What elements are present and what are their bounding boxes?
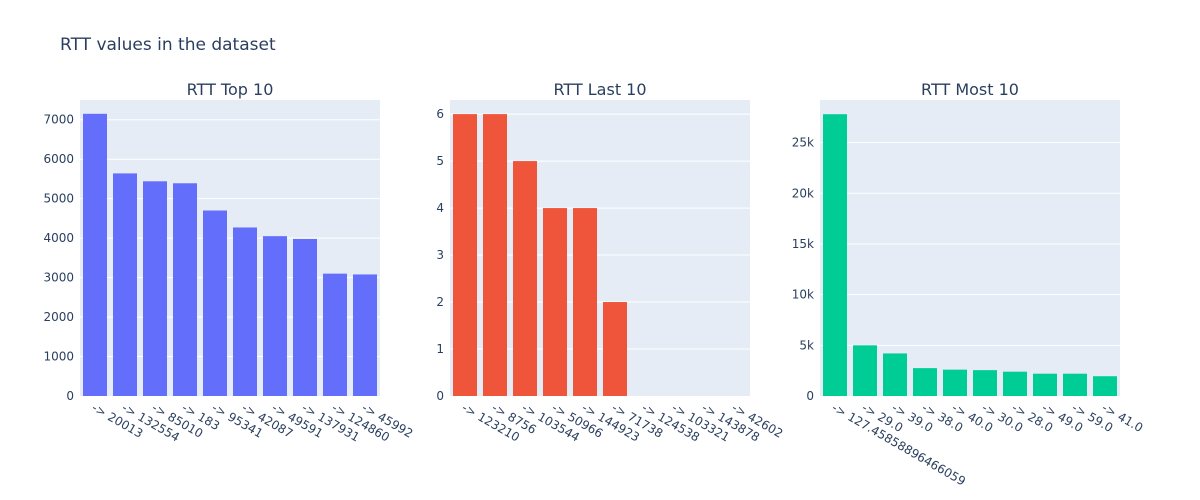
subplot-title: RTT Last 10 — [553, 80, 646, 99]
bar — [1003, 371, 1027, 396]
bar — [323, 273, 347, 396]
y-tick-label: 6000 — [43, 152, 74, 166]
y-tick-label: 4000 — [43, 231, 74, 245]
bar — [543, 208, 567, 396]
y-tick-label: 5000 — [43, 192, 74, 206]
y-tick-label: 25k — [792, 136, 814, 150]
y-tick-label: 6 — [436, 107, 444, 121]
bar — [513, 161, 537, 396]
bar — [113, 173, 137, 396]
bar — [913, 368, 937, 396]
bar — [853, 345, 877, 396]
bar — [143, 181, 167, 396]
bar — [453, 114, 477, 396]
bar — [233, 227, 257, 396]
bar — [943, 369, 967, 396]
figure-title: RTT values in the dataset — [60, 35, 276, 55]
y-tick-label: 2 — [436, 295, 444, 309]
y-tick-label: 5 — [436, 154, 444, 168]
bar — [1093, 376, 1117, 396]
bar — [883, 353, 907, 396]
bar — [573, 208, 597, 396]
y-tick-label: 2000 — [43, 310, 74, 324]
bar — [1063, 373, 1087, 396]
bar — [293, 238, 317, 396]
y-tick-label: 15k — [792, 237, 814, 251]
y-tick-label: 5k — [799, 338, 814, 352]
subplot-title: RTT Top 10 — [187, 80, 274, 99]
y-tick-label: 0 — [436, 389, 444, 403]
y-tick-label: 4 — [436, 201, 444, 215]
bar — [353, 274, 377, 396]
y-tick-label: 3 — [436, 248, 444, 262]
bar — [483, 114, 507, 396]
y-tick-label: 0 — [66, 389, 74, 403]
bar — [823, 114, 847, 397]
y-tick-label: 20k — [792, 186, 814, 200]
y-tick-label: 0 — [806, 389, 814, 403]
y-tick-label: 10k — [792, 288, 814, 302]
y-tick-label: 3000 — [43, 271, 74, 285]
y-tick-label: 1 — [436, 342, 444, 356]
bar — [973, 370, 997, 396]
y-tick-label: 7000 — [43, 113, 74, 127]
bar — [263, 236, 287, 396]
bar — [83, 113, 107, 397]
bar — [1033, 373, 1057, 396]
subplot-title: RTT Most 10 — [921, 80, 1019, 99]
bar — [173, 183, 197, 396]
y-tick-label: 1000 — [43, 350, 74, 364]
bar — [603, 302, 627, 396]
bar — [203, 210, 227, 396]
